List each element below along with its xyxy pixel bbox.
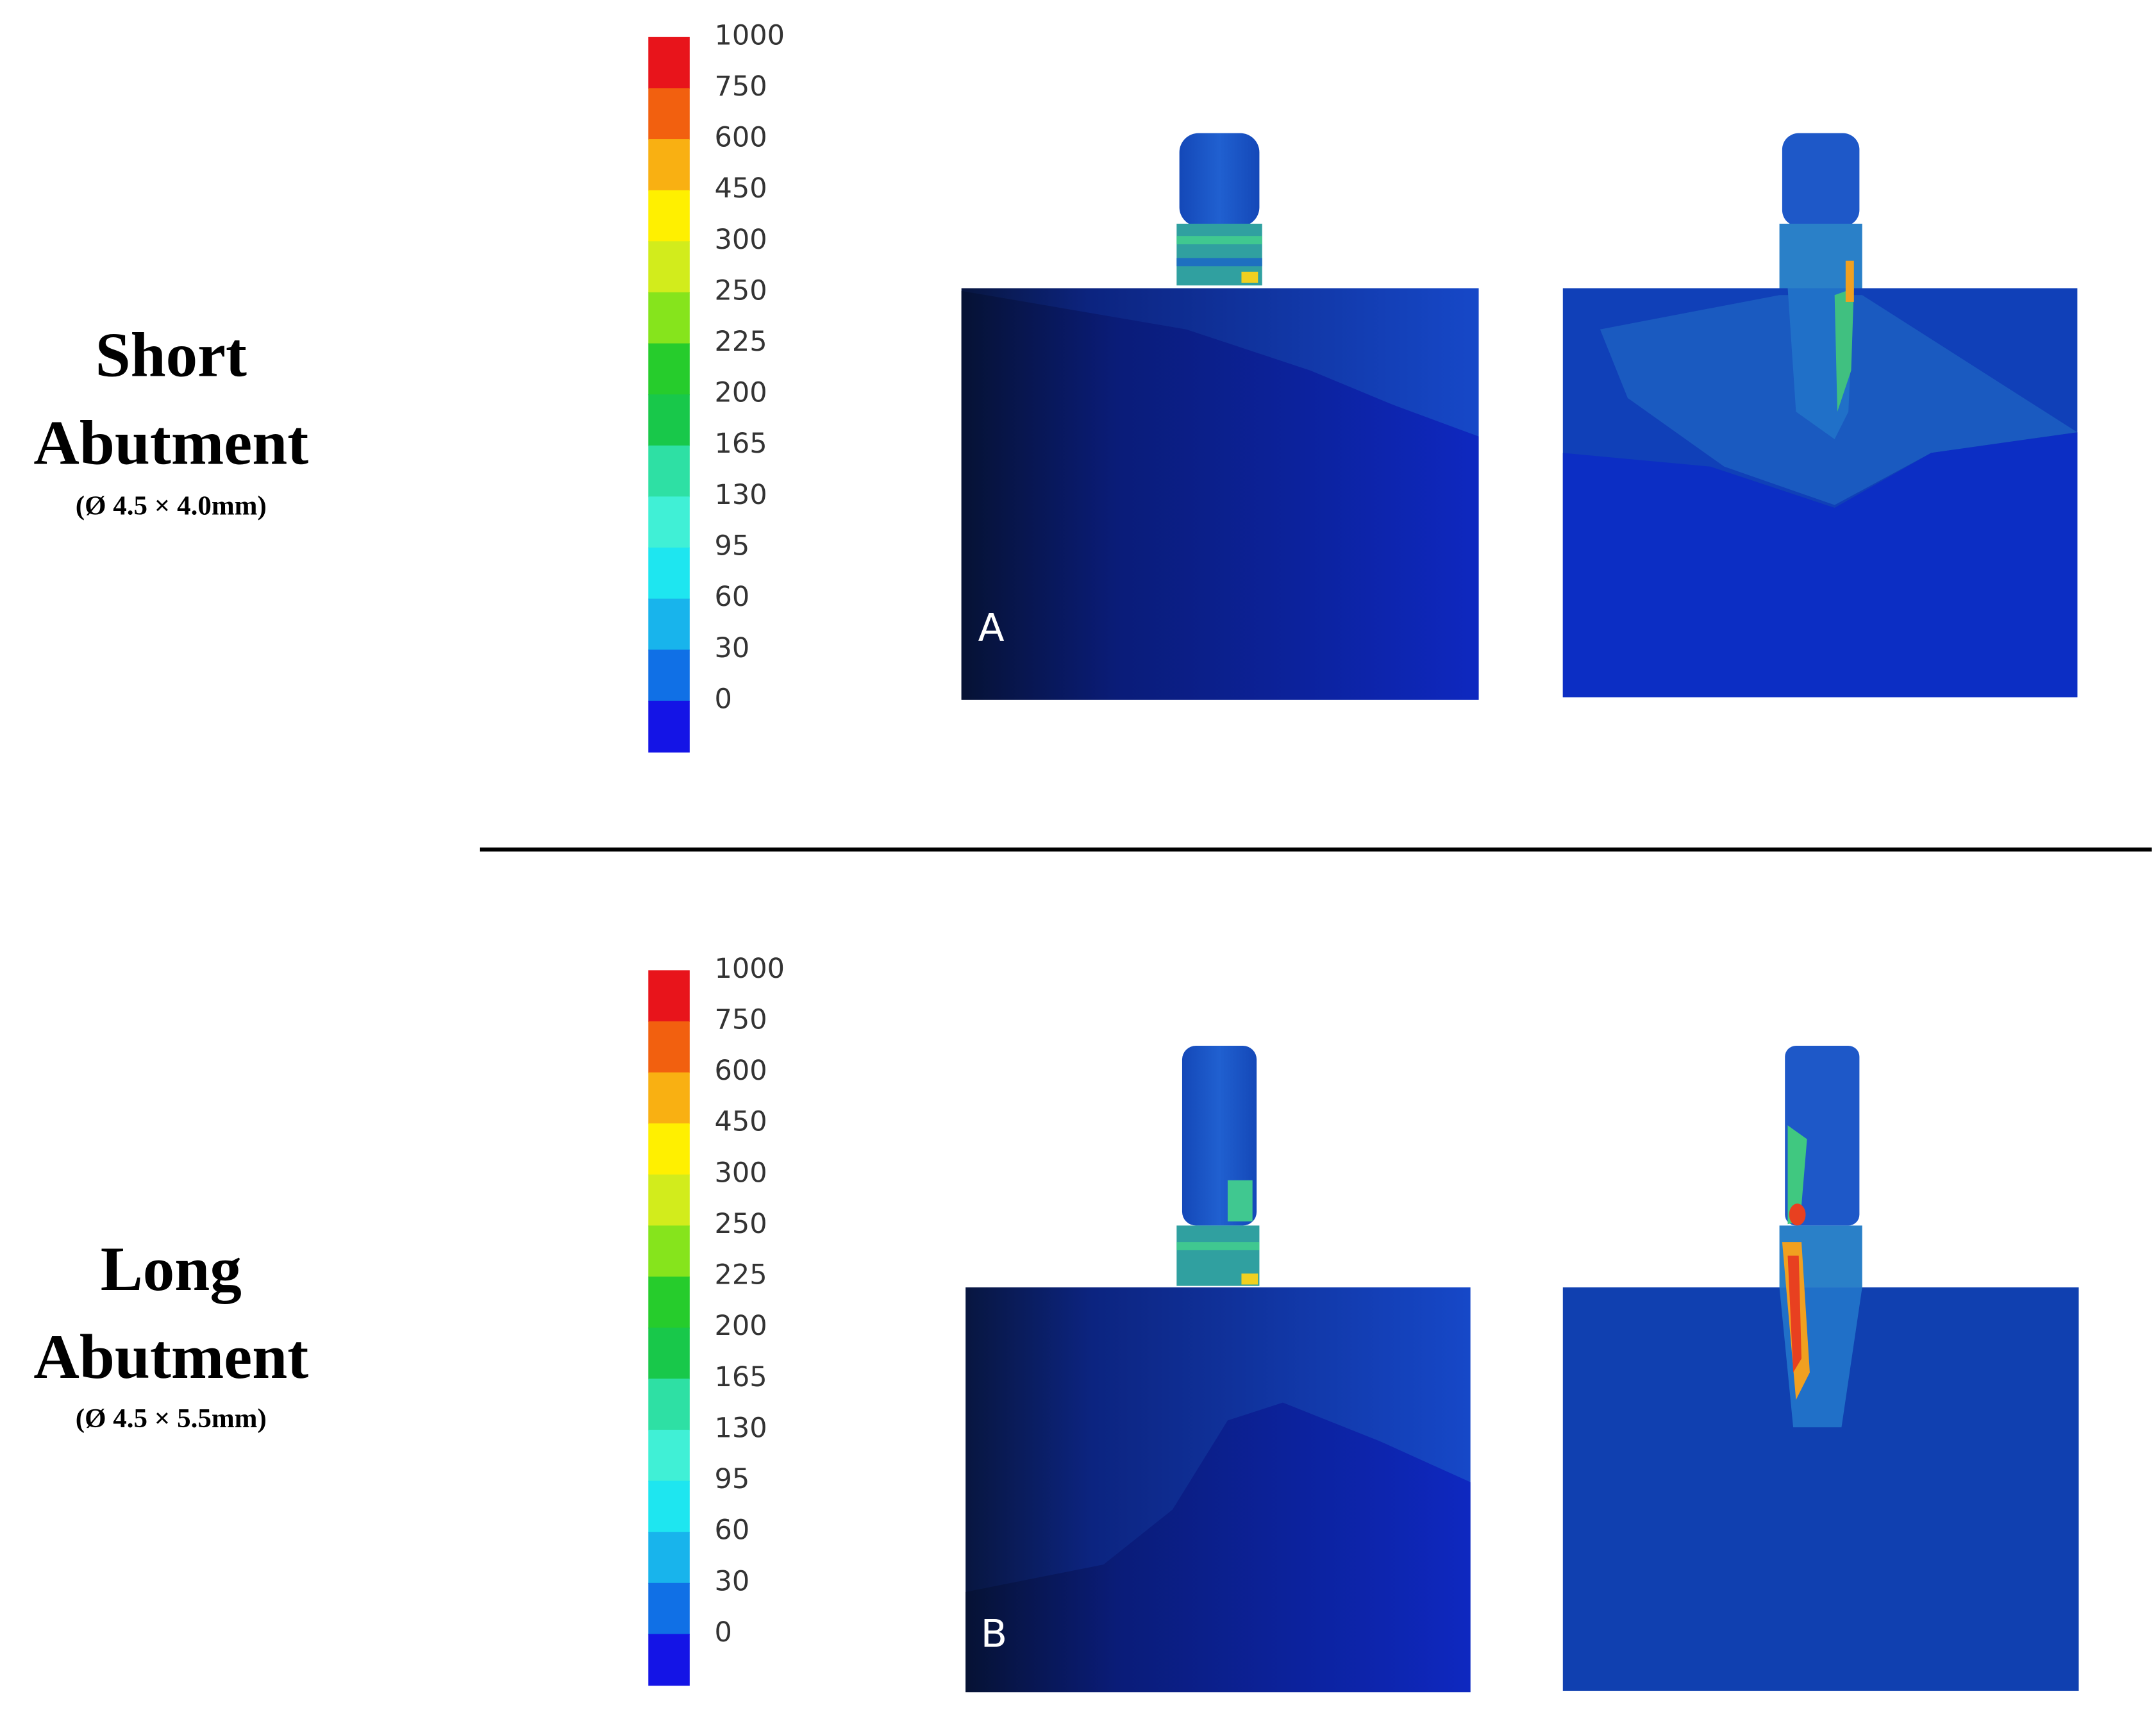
colorbar-block — [648, 970, 690, 1022]
colorbar-block — [648, 1327, 690, 1380]
colorbar-block — [648, 1123, 690, 1175]
colorbar-label: 450 — [715, 172, 767, 205]
colorbar-block — [648, 1532, 690, 1584]
colorbar-block — [648, 190, 690, 242]
colorbar-label: 750 — [715, 1003, 767, 1035]
colorbar-block — [648, 37, 690, 89]
row-title: Long — [101, 1234, 242, 1304]
colorbar-block — [648, 394, 690, 446]
colorbar-block — [648, 1072, 690, 1125]
colorbar-label: 600 — [715, 122, 767, 154]
colorbar-block — [648, 241, 690, 293]
row-size: (Ø 4.5 × 5.5mm) — [76, 1404, 267, 1434]
colorbar-label: 225 — [715, 1259, 767, 1291]
colorbar-label: 165 — [715, 428, 767, 460]
colorbar-label: 200 — [715, 1310, 767, 1342]
colorbar-label: 60 — [715, 1514, 750, 1547]
colorbar-block — [648, 445, 690, 498]
colorbar-block — [648, 343, 690, 396]
colorbar-label: 200 — [715, 377, 767, 409]
colorbar-label: 225 — [715, 326, 767, 358]
colorbar-block — [648, 1379, 690, 1430]
colorbar-block — [648, 1277, 690, 1329]
fea-model — [965, 1046, 1471, 1693]
colorbar-label: 250 — [715, 274, 767, 306]
colorbar-label: 300 — [715, 1157, 767, 1189]
colorbar-label: 30 — [715, 1565, 750, 1597]
colorbar-label: 600 — [715, 1055, 767, 1087]
colorbar-label: 1000 — [715, 953, 785, 985]
colorbar-label: 750 — [715, 71, 767, 103]
colorbar-block — [648, 292, 690, 344]
fea-model — [961, 133, 1479, 700]
colorbar-label: 130 — [715, 479, 767, 511]
colorbar-block — [648, 1634, 690, 1686]
fea-model-section — [1562, 133, 2078, 698]
colorbar-block — [648, 1225, 690, 1278]
row-size: (Ø 4.5 × 4.0mm) — [76, 491, 267, 521]
colorbar-label: 60 — [715, 581, 750, 613]
colorbar-block — [648, 496, 690, 549]
row-title: Abutment — [33, 1322, 308, 1392]
row-title: Abutment — [33, 408, 308, 478]
colorbar-label: 130 — [715, 1412, 767, 1444]
colorbar-block — [648, 1021, 690, 1073]
panel-label: B — [981, 1612, 1007, 1657]
colorbar-label: 30 — [715, 632, 750, 664]
colorbar-block — [648, 1429, 690, 1482]
row-title: Short — [96, 321, 247, 390]
colorbar-block — [648, 650, 690, 701]
fea-model-section — [1562, 1046, 2079, 1691]
colorbar-block — [648, 700, 690, 753]
colorbar-block — [648, 88, 690, 140]
colorbar-label: 95 — [715, 1463, 750, 1495]
colorbar-label: 450 — [715, 1106, 767, 1138]
colorbar-label: 250 — [715, 1208, 767, 1240]
colorbar-label: 0 — [715, 683, 732, 715]
colorbar-label: 95 — [715, 530, 750, 562]
colorbar-label: 0 — [715, 1616, 732, 1648]
colorbar-block — [648, 1582, 690, 1635]
colorbar-block — [648, 598, 690, 651]
colorbar-block — [648, 1480, 690, 1533]
colorbar-block — [648, 548, 690, 599]
colorbar-label: 1000 — [715, 19, 785, 51]
colorbar-label: 300 — [715, 224, 767, 256]
colorbar-block — [648, 139, 690, 191]
colorbar-block — [648, 1174, 690, 1227]
panel-label: A — [978, 606, 1005, 651]
colorbar-label: 165 — [715, 1361, 767, 1393]
